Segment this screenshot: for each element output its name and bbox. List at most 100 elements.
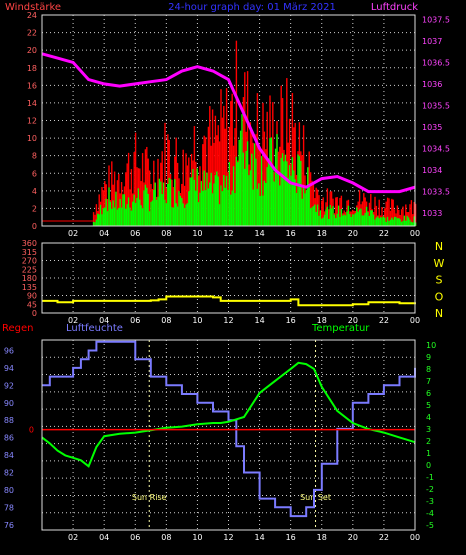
avg-bar: [137, 188, 140, 226]
gust-bar: [312, 184, 315, 226]
gust-bar: [171, 179, 173, 226]
gust-bar: [368, 202, 371, 226]
gust-bar: [302, 125, 305, 226]
avg-bar: [314, 204, 316, 226]
pressure-axis-title: Luftdruck: [371, 2, 418, 13]
x-tick-label: 10: [192, 229, 202, 238]
avg-bar: [157, 196, 159, 226]
avg-bar: [239, 130, 242, 226]
avg-bar: [321, 218, 323, 226]
avg-bar: [248, 175, 250, 226]
avg-bar: [386, 216, 389, 226]
direction-y-tick-label: 90: [27, 292, 37, 301]
gust-bar: [259, 146, 261, 226]
avg-bar: [302, 187, 305, 226]
gust-bar: [214, 115, 217, 226]
gust-bar: [396, 205, 399, 226]
gust-bar: [217, 125, 219, 226]
avg-bar: [241, 114, 243, 226]
avg-bar: [266, 167, 268, 226]
avg-bar: [360, 208, 362, 226]
avg-bar: [204, 190, 207, 226]
avg-bar: [245, 151, 247, 226]
avg-bar: [406, 215, 408, 226]
avg-bar: [141, 208, 144, 226]
avg-bar: [251, 153, 253, 226]
avg-bar: [328, 218, 330, 226]
avg-bar: [392, 219, 394, 226]
humidity-y-tick-label: 92: [4, 381, 14, 390]
avg-bar: [111, 208, 113, 226]
avg-bar: [207, 188, 210, 226]
avg-bar: [106, 211, 109, 226]
avg-bar: [125, 208, 127, 226]
pressure-line: [41, 52, 416, 194]
humidity-y-tick-label: 78: [4, 503, 14, 512]
x-tick-label: 12: [223, 316, 233, 325]
avg-bar: [122, 194, 124, 226]
gust-bar: [413, 202, 415, 226]
avg-bar: [172, 207, 175, 226]
avg-bar: [363, 215, 365, 226]
gust-bar: [157, 158, 159, 226]
avg-bar: [346, 211, 348, 226]
gust-bar: [361, 201, 364, 226]
avg-bar: [281, 153, 284, 226]
avg-bar: [395, 216, 397, 226]
avg-bar: [189, 177, 191, 226]
avg-bar: [276, 134, 278, 226]
x-tick-label: 14: [254, 533, 264, 542]
x-tick-label: 02: [68, 533, 78, 542]
gust-bar: [301, 155, 303, 226]
avg-bar: [325, 209, 327, 226]
avg-bar: [347, 205, 350, 226]
avg-bar: [211, 193, 214, 226]
gust-bar: [104, 181, 106, 226]
avg-bar: [192, 168, 194, 226]
avg-bar: [353, 214, 355, 226]
avg-bar: [120, 207, 123, 226]
avg-bar: [220, 185, 222, 226]
wind-y-tick-label: 18: [27, 64, 37, 73]
avg-bar: [256, 188, 259, 226]
pressure-y-tick-label: 1036.5: [422, 58, 450, 67]
humidity-y-tick-label: 76: [4, 521, 14, 530]
x-tick-label: 04: [99, 229, 109, 238]
plot-frame: [41, 14, 416, 227]
avg-bar: [217, 176, 219, 226]
avg-bar: [242, 152, 245, 226]
wind-y-tick-label: 24: [27, 11, 37, 20]
avg-bar: [354, 213, 357, 226]
avg-bar: [174, 179, 176, 226]
gust-bar: [339, 197, 341, 226]
gust-bar: [183, 185, 186, 226]
avg-bar: [274, 148, 277, 226]
avg-bar: [102, 208, 105, 226]
avg-bar: [196, 168, 198, 226]
gust-bar: [164, 122, 166, 226]
gust-bar: [182, 149, 184, 226]
avg-bar: [224, 187, 226, 226]
temperature-y-tick-label: 2: [426, 437, 431, 446]
gust-bar: [262, 102, 264, 226]
avg-bar: [400, 221, 403, 226]
avg-bar: [399, 219, 401, 226]
gust-bar: [309, 172, 312, 226]
avg-bar: [150, 201, 152, 226]
avg-bar: [371, 210, 373, 226]
gust-bar: [252, 142, 254, 226]
avg-bar: [377, 216, 379, 226]
avg-bar: [252, 189, 254, 226]
avg-bar: [92, 221, 95, 226]
avg-bar: [342, 215, 344, 226]
avg-bar: [113, 207, 116, 226]
gust-bar: [161, 151, 163, 226]
x-tick-label: 08: [161, 229, 171, 238]
avg-bar: [175, 203, 177, 226]
gust-bar: [405, 204, 407, 226]
avg-bar: [272, 169, 274, 226]
avg-bar: [144, 184, 147, 226]
gust-bar: [223, 105, 225, 226]
avg-bar: [287, 177, 289, 226]
avg-bar: [322, 217, 324, 226]
